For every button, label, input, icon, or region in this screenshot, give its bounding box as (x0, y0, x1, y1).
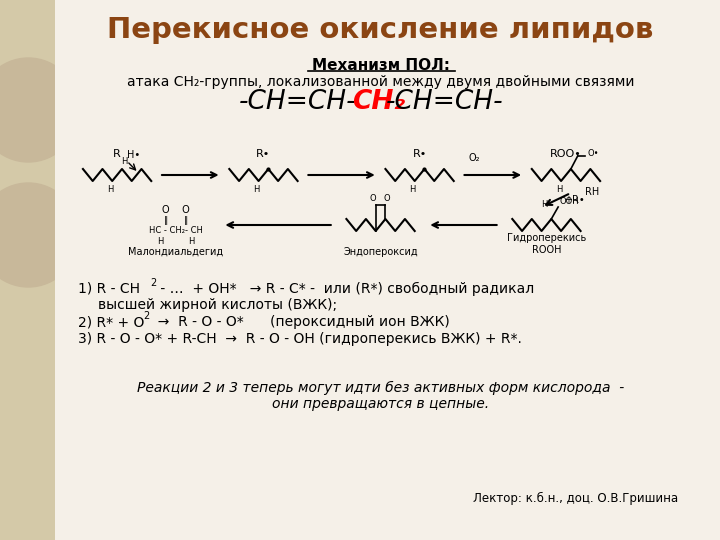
Text: Реакции 2 и 3 теперь могут идти без активных форм кислорода  -: Реакции 2 и 3 теперь могут идти без акти… (137, 381, 624, 395)
Text: 1) R - CH: 1) R - CH (78, 282, 140, 296)
Text: 2: 2 (150, 278, 156, 288)
Text: -CH=CH-: -CH=CH- (385, 89, 503, 115)
Text: Гидроперекись
ROOH: Гидроперекись ROOH (507, 233, 586, 255)
Text: H: H (121, 157, 127, 166)
Text: они превращаются в цепные.: они превращаются в цепные. (272, 397, 489, 411)
Text: O₂: O₂ (469, 153, 480, 163)
FancyBboxPatch shape (55, 0, 703, 540)
Text: H: H (253, 185, 260, 194)
Text: H: H (556, 185, 562, 194)
Text: RH: RH (585, 187, 600, 197)
Text: OOH: OOH (559, 197, 579, 206)
Text: R•: R• (413, 149, 427, 159)
Text: Перекисное окисление липидов: Перекисное окисление липидов (107, 16, 654, 44)
Text: 2) R* + O: 2) R* + O (78, 315, 145, 329)
Text: +R•: +R• (564, 195, 585, 205)
Text: →  R - O - O*      (пероксидный ион ВЖК): → R - O - O* (пероксидный ион ВЖК) (149, 315, 450, 329)
Text: O: O (384, 194, 390, 203)
Text: 2: 2 (143, 311, 150, 321)
Text: Механизм ПОЛ:: Механизм ПОЛ: (312, 57, 449, 72)
Text: HC - CH₂- CH: HC - CH₂- CH (149, 226, 202, 235)
Text: O: O (370, 194, 377, 203)
Text: CH₂: CH₂ (352, 89, 405, 115)
Text: O•: O• (588, 149, 599, 158)
Circle shape (0, 58, 79, 162)
Text: 3) R - O - O* + R-CH  →  R - O - OH (гидроперекись ВЖК) + R*.: 3) R - O - O* + R-CH → R - O - OH (гидро… (78, 332, 522, 346)
Text: H: H (410, 185, 416, 194)
Text: H: H (541, 200, 548, 209)
Text: Лектор: к.б.н., доц. О.В.Гришина: Лектор: к.б.н., доц. О.В.Гришина (473, 492, 678, 505)
Text: Эндопероксид: Эндопероксид (343, 247, 418, 257)
Text: - …  + OH*   → R - C* -  или (R*) свободный радикал: - … + OH* → R - C* - или (R*) свободный … (156, 282, 534, 296)
FancyBboxPatch shape (0, 0, 57, 540)
Circle shape (0, 183, 79, 287)
Text: H: H (107, 185, 114, 194)
Text: H: H (188, 237, 194, 246)
Text: ROO•: ROO• (550, 149, 582, 159)
Text: Малондиальдегид: Малондиальдегид (128, 247, 223, 257)
Text: -CH=CH-: -CH=CH- (239, 89, 356, 115)
Text: ‖      ‖: ‖ ‖ (163, 216, 188, 225)
Text: высшей жирной кислоты (ВЖК);: высшей жирной кислоты (ВЖК); (98, 298, 337, 312)
Text: атака CH₂-группы, локализованной между двумя двойными связями: атака CH₂-группы, локализованной между д… (127, 75, 634, 89)
Text: R: R (113, 149, 121, 159)
Text: O    O: O O (162, 205, 189, 215)
Text: H: H (157, 237, 163, 246)
Text: R•: R• (256, 149, 271, 159)
Text: H•: H• (127, 150, 140, 160)
